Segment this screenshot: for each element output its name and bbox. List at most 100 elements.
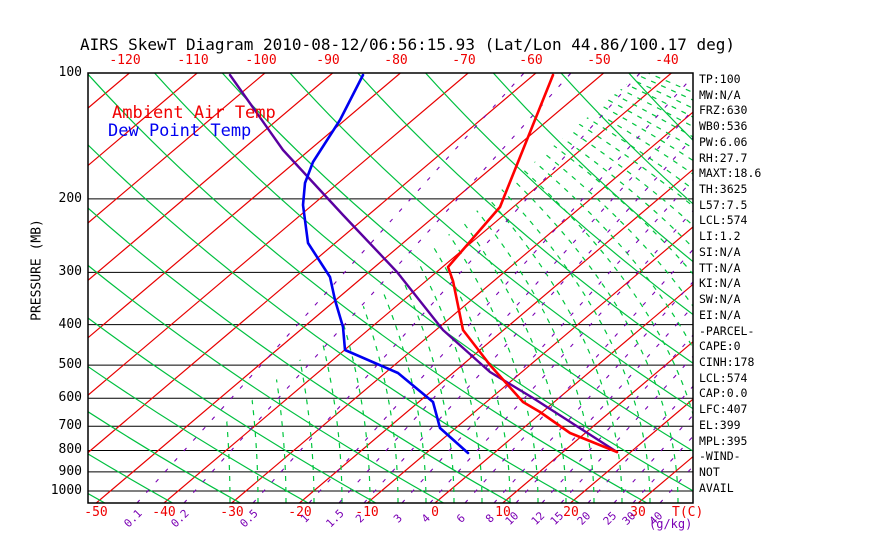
dry-adiabat-line: [88, 492, 106, 503]
mixing-unit-label: (g/kg): [649, 517, 693, 531]
stats-line: TT:N/A: [699, 260, 741, 275]
top-temp-tick-label: -100: [245, 53, 277, 68]
stats-line: LI:1.2: [699, 229, 741, 244]
pressure-tick-label: 500: [58, 357, 82, 373]
temp-unit-label: T(C): [672, 505, 704, 520]
mixing-ratio-line: [493, 281, 693, 503]
stats-line: MAXT:18.6: [699, 166, 762, 181]
isotherm-line: [299, 168, 693, 503]
dry-adiabat-line: [154, 73, 693, 492]
moist-adiabat-line: [170, 73, 287, 503]
pressure-tick-label: 1000: [50, 483, 82, 498]
moist-adiabat-line: [478, 73, 693, 503]
top-temp-tick-label: -60: [519, 53, 543, 68]
stats-line: PW:6.06: [699, 134, 748, 149]
dry-adiabat-line: [357, 73, 693, 364]
moist-adiabat-line: [416, 73, 693, 503]
page-title: AIRS SkewT Diagram 2010-08-12/06:56:15.9…: [80, 35, 736, 54]
isotherm-line: [88, 73, 469, 396]
stats-line: TP:100: [699, 72, 741, 86]
moist-adiabat-line: [293, 73, 511, 503]
moist-adiabat-line: [432, 73, 693, 503]
isotherm-line: [434, 283, 693, 503]
stats-line: NOT: [699, 464, 720, 479]
moist-adiabat-line: [216, 73, 371, 503]
dry-adiabat-line: [289, 73, 693, 410]
moist-adiabat-line: [555, 73, 693, 503]
dry-adiabat-line: [88, 365, 309, 503]
stats-line: LCL:574: [699, 370, 748, 385]
stats-line: RH:27.7: [699, 150, 748, 165]
mixing-ratio-line: [338, 108, 693, 503]
bottom-temp-tick-label: 10: [495, 505, 511, 520]
stats-line: EI:N/A: [699, 307, 741, 322]
isotherm-line: [88, 73, 537, 454]
mixing-ratio-line: [308, 75, 693, 503]
stats-line: SI:N/A: [699, 244, 741, 259]
isotherm-line: [231, 111, 693, 503]
bottom-temp-tick-label: -10: [355, 505, 379, 520]
pressure-tick-label: 800: [58, 442, 82, 458]
moist-adiabat-line: [401, 73, 693, 503]
stats-line: MW:N/A: [699, 87, 741, 102]
parcel-trace-curve: [228, 73, 619, 454]
top-temp-tick-label: -40: [655, 53, 679, 68]
bottom-temp-tick-label: 20: [563, 505, 579, 520]
dry-adiabat-line: [88, 264, 444, 503]
isotherm-line: [88, 73, 266, 224]
dry-adiabat-line: [425, 73, 693, 316]
moist-adiabat-line: [386, 73, 679, 503]
bottom-temp-tick-label: -50: [84, 505, 108, 520]
moist-adiabat-line: [524, 73, 693, 503]
pressure-tick-label: 900: [58, 463, 82, 479]
isotherm-line: [570, 398, 693, 503]
pressure-tick-label: 100: [58, 65, 82, 80]
moist-adiabat-line: [463, 73, 693, 503]
stats-line: CAPE:0: [699, 339, 741, 354]
plot-area: [88, 73, 693, 503]
isotherm-line: [88, 73, 401, 339]
moist-adiabat-line: [262, 73, 455, 503]
dry-adiabat-line: [88, 73, 648, 503]
moist-adiabat-line: [324, 73, 567, 503]
plot-frame: [87, 72, 694, 504]
top-temp-tick-label: -90: [316, 53, 340, 68]
stats-line: KI:N/A: [699, 276, 741, 291]
isotherm-line: [502, 340, 693, 503]
legend-ambient-air-temp: Ambient Air Temp: [112, 103, 276, 123]
stats-line: LCL:574: [699, 213, 748, 228]
stats-line: CAP:0.0: [699, 386, 748, 401]
moist-adiabat-line: [154, 73, 259, 503]
top-temp-tick-label: -120: [109, 53, 141, 68]
ambient-temp-curve: [446, 73, 619, 454]
stats-line: L57:7.5: [699, 197, 748, 212]
top-temp-tick-label: -80: [384, 53, 408, 68]
isotherm-line: [95, 73, 605, 503]
moist-adiabat-line: [493, 73, 693, 503]
stats-line: -PARCEL-: [699, 323, 755, 338]
stats-line: LFC:407: [699, 402, 748, 417]
bottom-temp-tick-label: -30: [220, 505, 244, 520]
stats-line: -WIND-: [699, 449, 741, 464]
bottom-temp-tick-label: -40: [152, 505, 176, 520]
dry-adiabat-line: [88, 207, 512, 503]
top-temp-tick-label: -50: [587, 53, 611, 68]
pressure-tick-label: 600: [58, 390, 82, 406]
dry-adiabat-line: [628, 73, 693, 142]
moist-adiabat-line: [509, 73, 693, 503]
sounding-stats-panel: TP:100 MW:N/A FRZ:630 WB0:536 PW:6.06 RH:27.7…: [699, 72, 761, 496]
moist-adiabat-line: [201, 73, 343, 503]
isotherm-line: [88, 73, 198, 167]
stats-line: FRZ:630: [699, 103, 748, 118]
pressure-tick-label: 700: [58, 418, 82, 434]
stats-line: EL:399: [699, 417, 741, 432]
pressure-tick-label: 200: [58, 190, 82, 206]
dew-point-curve: [301, 73, 470, 455]
dry-adiabat-line: [88, 317, 377, 503]
moist-adiabat-line: [308, 73, 539, 503]
bottom-temp-tick-label: -20: [288, 505, 312, 520]
stats-line: CINH:178: [699, 354, 755, 369]
top-temp-tick-label: -70: [452, 53, 476, 68]
